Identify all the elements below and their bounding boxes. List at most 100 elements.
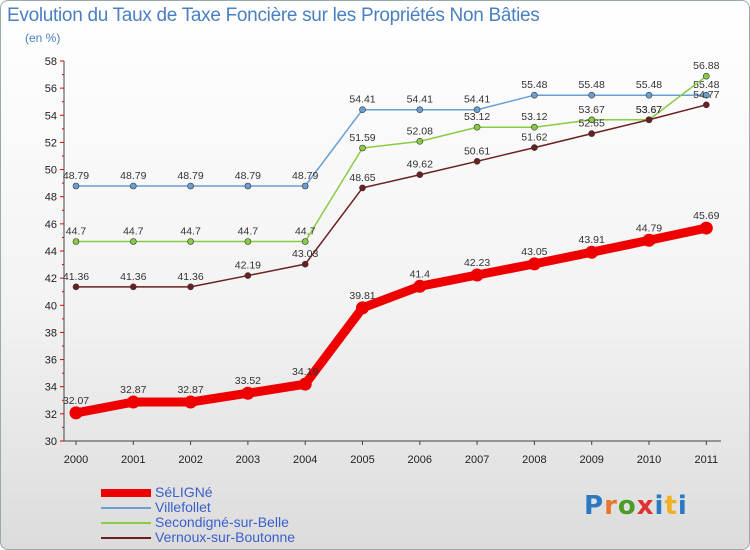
data-label: 55.48 bbox=[693, 79, 719, 91]
data-label: 53.12 bbox=[464, 111, 490, 123]
legend-swatch bbox=[101, 521, 151, 524]
data-label: 43.05 bbox=[521, 246, 547, 258]
data-label: 53.67 bbox=[636, 104, 662, 116]
data-point bbox=[359, 144, 366, 152]
legend-item: Vernoux-sur-Boutonne bbox=[101, 529, 361, 545]
data-point bbox=[298, 377, 312, 391]
series-line-1 bbox=[75, 94, 708, 187]
data-point bbox=[645, 116, 653, 124]
legend-swatch bbox=[101, 536, 151, 539]
x-tick-label: 2004 bbox=[293, 454, 317, 466]
data-point bbox=[359, 184, 366, 192]
x-tick-label: 2008 bbox=[522, 454, 546, 466]
data-point bbox=[699, 221, 713, 235]
y-tick-label: 34 bbox=[45, 382, 57, 394]
data-label: 32.87 bbox=[120, 384, 146, 396]
data-point bbox=[72, 238, 80, 245]
legend-label: Vernoux-sur-Boutonne bbox=[155, 529, 296, 545]
chart-title: Evolution du Taux de Taxe Foncière sur l… bbox=[7, 5, 540, 26]
y-tick-label: 38 bbox=[45, 327, 57, 339]
x-tick-label: 2002 bbox=[178, 454, 202, 466]
data-label: 48.79 bbox=[120, 170, 146, 182]
data-point bbox=[588, 116, 596, 124]
data-label: 39.81 bbox=[349, 290, 375, 302]
data-point bbox=[187, 182, 194, 190]
legend-item: Villefollet bbox=[101, 499, 361, 515]
y-tick-label: 40 bbox=[45, 300, 57, 312]
data-point bbox=[301, 182, 309, 190]
y-tick-label: 32 bbox=[45, 409, 57, 421]
data-label: 44.7 bbox=[238, 226, 259, 238]
data-point bbox=[359, 106, 366, 114]
y-tick-label: 56 bbox=[45, 83, 57, 95]
y-tick-label: 36 bbox=[45, 355, 57, 367]
data-point bbox=[585, 245, 599, 259]
y-tick-label: 42 bbox=[45, 273, 57, 285]
data-label: 45.69 bbox=[693, 210, 719, 222]
legend-swatch bbox=[101, 488, 151, 497]
data-point bbox=[69, 406, 83, 420]
data-point bbox=[588, 91, 596, 99]
data-point bbox=[72, 182, 80, 190]
data-label: 41.36 bbox=[177, 271, 203, 283]
x-tick-label: 2009 bbox=[579, 454, 603, 466]
legend-label: Secondigné-sur-Belle bbox=[155, 514, 289, 530]
data-label: 51.62 bbox=[521, 132, 547, 144]
data-point bbox=[702, 72, 710, 80]
x-tick-label: 2010 bbox=[637, 454, 661, 466]
data-label: 52.65 bbox=[579, 118, 605, 130]
data-label: 48.79 bbox=[177, 170, 203, 182]
data-point bbox=[187, 283, 194, 291]
data-label: 54.41 bbox=[464, 94, 490, 106]
x-tick-label: 2001 bbox=[121, 454, 145, 466]
data-point bbox=[184, 395, 198, 409]
data-point bbox=[645, 91, 653, 99]
y-tick-label: 46 bbox=[45, 219, 57, 231]
x-tick-label: 2011 bbox=[694, 454, 718, 466]
y-tick-label: 48 bbox=[45, 192, 57, 204]
data-label: 53.12 bbox=[521, 111, 547, 123]
x-tick-label: 2007 bbox=[465, 454, 489, 466]
data-label: 50.61 bbox=[464, 145, 490, 157]
data-label: 44.7 bbox=[66, 226, 87, 238]
data-label: 33.52 bbox=[235, 375, 261, 387]
data-label: 44.7 bbox=[295, 226, 316, 238]
y-tick-label: 50 bbox=[45, 165, 57, 177]
x-tick-label: 2006 bbox=[408, 454, 432, 466]
data-label: 48.65 bbox=[349, 172, 375, 184]
data-point bbox=[470, 268, 484, 282]
data-label: 56.88 bbox=[693, 60, 719, 72]
legend-label: SéLIGNé bbox=[155, 484, 213, 500]
data-label: 44.79 bbox=[636, 222, 662, 234]
data-point bbox=[588, 130, 596, 137]
data-label: 51.59 bbox=[349, 132, 375, 144]
data-point bbox=[72, 283, 80, 291]
data-point bbox=[301, 238, 309, 245]
data-label: 55.48 bbox=[521, 79, 547, 91]
legend-swatch bbox=[101, 506, 151, 509]
data-label: 53.67 bbox=[636, 104, 662, 116]
series-line-0 bbox=[71, 223, 711, 418]
data-label: 42.19 bbox=[235, 260, 261, 272]
data-point bbox=[473, 157, 481, 165]
x-tick-label: 2003 bbox=[236, 454, 260, 466]
data-label: 54.41 bbox=[407, 94, 433, 106]
legend-item: Secondigné-sur-Belle bbox=[101, 514, 361, 530]
data-label: 53.67 bbox=[579, 104, 605, 116]
data-label: 34.19 bbox=[292, 366, 318, 378]
data-point bbox=[130, 283, 137, 291]
data-point bbox=[130, 238, 137, 245]
data-label: 52.08 bbox=[407, 125, 433, 137]
data-label: 48.79 bbox=[292, 170, 318, 182]
data-point bbox=[531, 91, 538, 99]
x-tick-label: 2000 bbox=[64, 454, 88, 466]
y-tick-label: 30 bbox=[45, 436, 57, 448]
data-point bbox=[130, 182, 137, 190]
data-label: 54.41 bbox=[349, 94, 375, 106]
data-point bbox=[241, 386, 255, 400]
data-point bbox=[187, 238, 194, 245]
data-label: 49.62 bbox=[407, 159, 433, 171]
legend: SéLIGNé Villefollet Secondigné-sur-Belle Ve… bbox=[101, 484, 361, 545]
data-label: 48.79 bbox=[63, 170, 89, 182]
